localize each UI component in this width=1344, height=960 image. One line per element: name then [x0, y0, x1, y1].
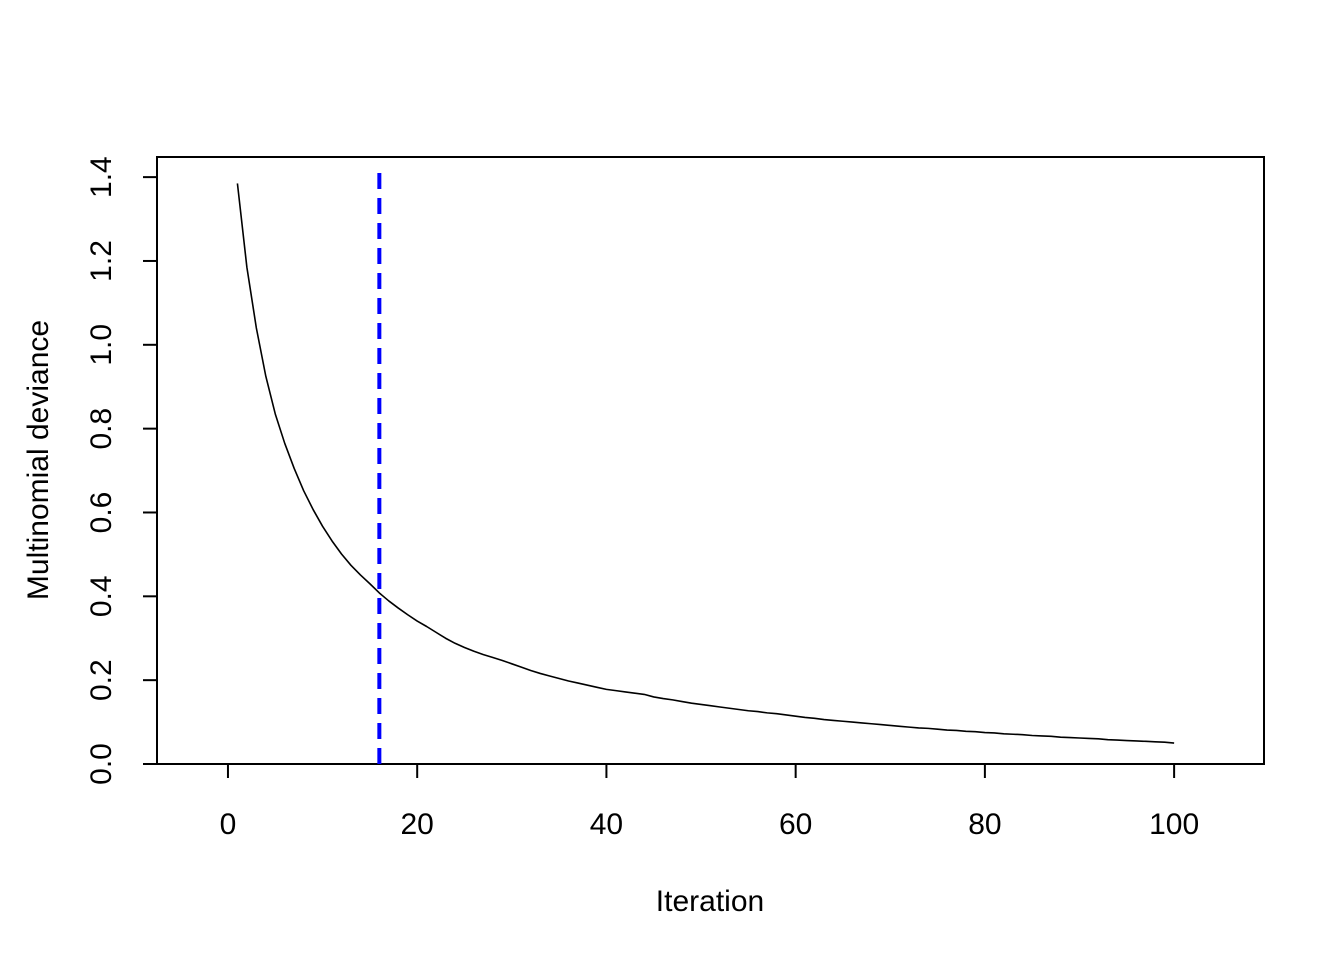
- x-tick-label: 100: [1149, 808, 1199, 841]
- x-tick-label: 80: [968, 808, 1001, 841]
- x-tick-label: 20: [401, 808, 434, 841]
- y-tick-label: 0.6: [85, 492, 118, 534]
- deviance-series-line: [236, 183, 1175, 744]
- y-tick-label: 1.4: [85, 156, 118, 198]
- y-tick-label: 0.2: [85, 659, 118, 701]
- y-tick-label: 0.8: [85, 408, 118, 450]
- x-axis-title: Iteration: [656, 885, 764, 918]
- plot-frame: [156, 156, 1265, 765]
- x-tick-label: 40: [590, 808, 623, 841]
- y-axis-title: Multinomial deviance: [22, 320, 55, 600]
- x-tick-label: 60: [779, 808, 812, 841]
- x-tick-label: 0: [220, 808, 237, 841]
- y-tick-label: 1.2: [85, 240, 118, 282]
- y-tick-label: 1.0: [85, 324, 118, 366]
- x-axis: 0 20 40 60 80 100: [220, 763, 1199, 841]
- y-axis: 0.0 0.2 0.4 0.6 0.8 1.0 1.2 1.4: [85, 156, 158, 785]
- y-tick-label: 0.4: [85, 575, 118, 617]
- y-tick-label: 0.0: [85, 743, 118, 785]
